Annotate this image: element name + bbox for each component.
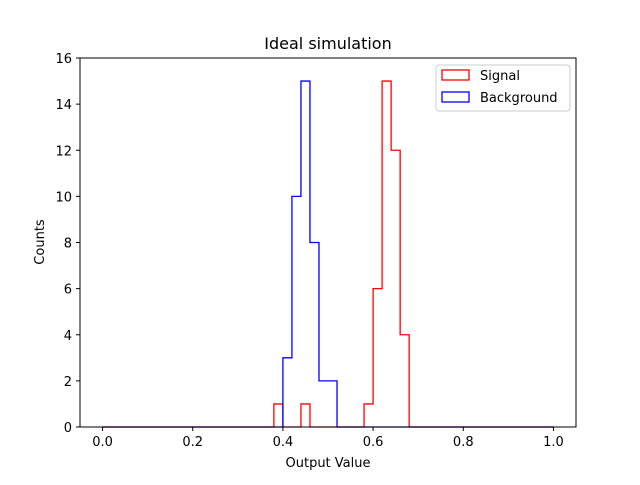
histogram-bin-signal bbox=[274, 404, 283, 427]
histogram-bin-background bbox=[283, 358, 292, 427]
x-axis-label: Output Value bbox=[286, 456, 371, 471]
legend: Signal Background bbox=[435, 64, 571, 112]
histogram-bin-background bbox=[292, 196, 301, 427]
y-tick-label: 2 bbox=[64, 375, 72, 390]
histogram-bin-signal bbox=[382, 81, 391, 427]
y-tick-label: 12 bbox=[55, 144, 72, 159]
y-tick-label: 16 bbox=[55, 52, 72, 67]
x-tick-label: 0.2 bbox=[182, 435, 203, 450]
y-tick-label: 8 bbox=[64, 237, 72, 252]
x-tick-label: 0.8 bbox=[453, 435, 474, 450]
y-tick-label: 4 bbox=[64, 329, 72, 344]
histogram-bin-background bbox=[301, 81, 310, 427]
legend-label-background: Background bbox=[480, 91, 558, 106]
y-tick-label: 14 bbox=[55, 98, 72, 113]
legend-label-signal: Signal bbox=[480, 69, 520, 84]
histogram-bin-signal bbox=[400, 335, 409, 427]
y-tick-label: 0 bbox=[64, 421, 72, 436]
histogram-bin-signal bbox=[373, 289, 382, 427]
y-axis-label: Counts bbox=[33, 219, 48, 265]
histogram-bin-background bbox=[310, 243, 319, 428]
histogram-bin-background bbox=[319, 381, 328, 427]
histogram-bin-signal bbox=[391, 150, 400, 427]
axes-layer: 0.0 0.2 0.4 0.6 0.8 1.0 0 2 4 6 8 10 12 14 16 bbox=[55, 52, 577, 450]
x-tick-label: 1.0 bbox=[543, 435, 564, 450]
x-tick-label: 0.6 bbox=[363, 435, 384, 450]
legend-swatch-signal bbox=[441, 69, 470, 81]
histogram-bin-signal bbox=[364, 404, 373, 427]
x-tick-label: 0.4 bbox=[273, 435, 294, 450]
y-tick-label: 10 bbox=[55, 190, 72, 205]
x-tick-label: 0.0 bbox=[92, 435, 113, 450]
legend-swatch-background bbox=[441, 91, 470, 103]
y-tick-label: 6 bbox=[64, 283, 72, 298]
histogram-bin-background bbox=[328, 381, 337, 427]
chart-title: Ideal simulation bbox=[264, 34, 391, 53]
